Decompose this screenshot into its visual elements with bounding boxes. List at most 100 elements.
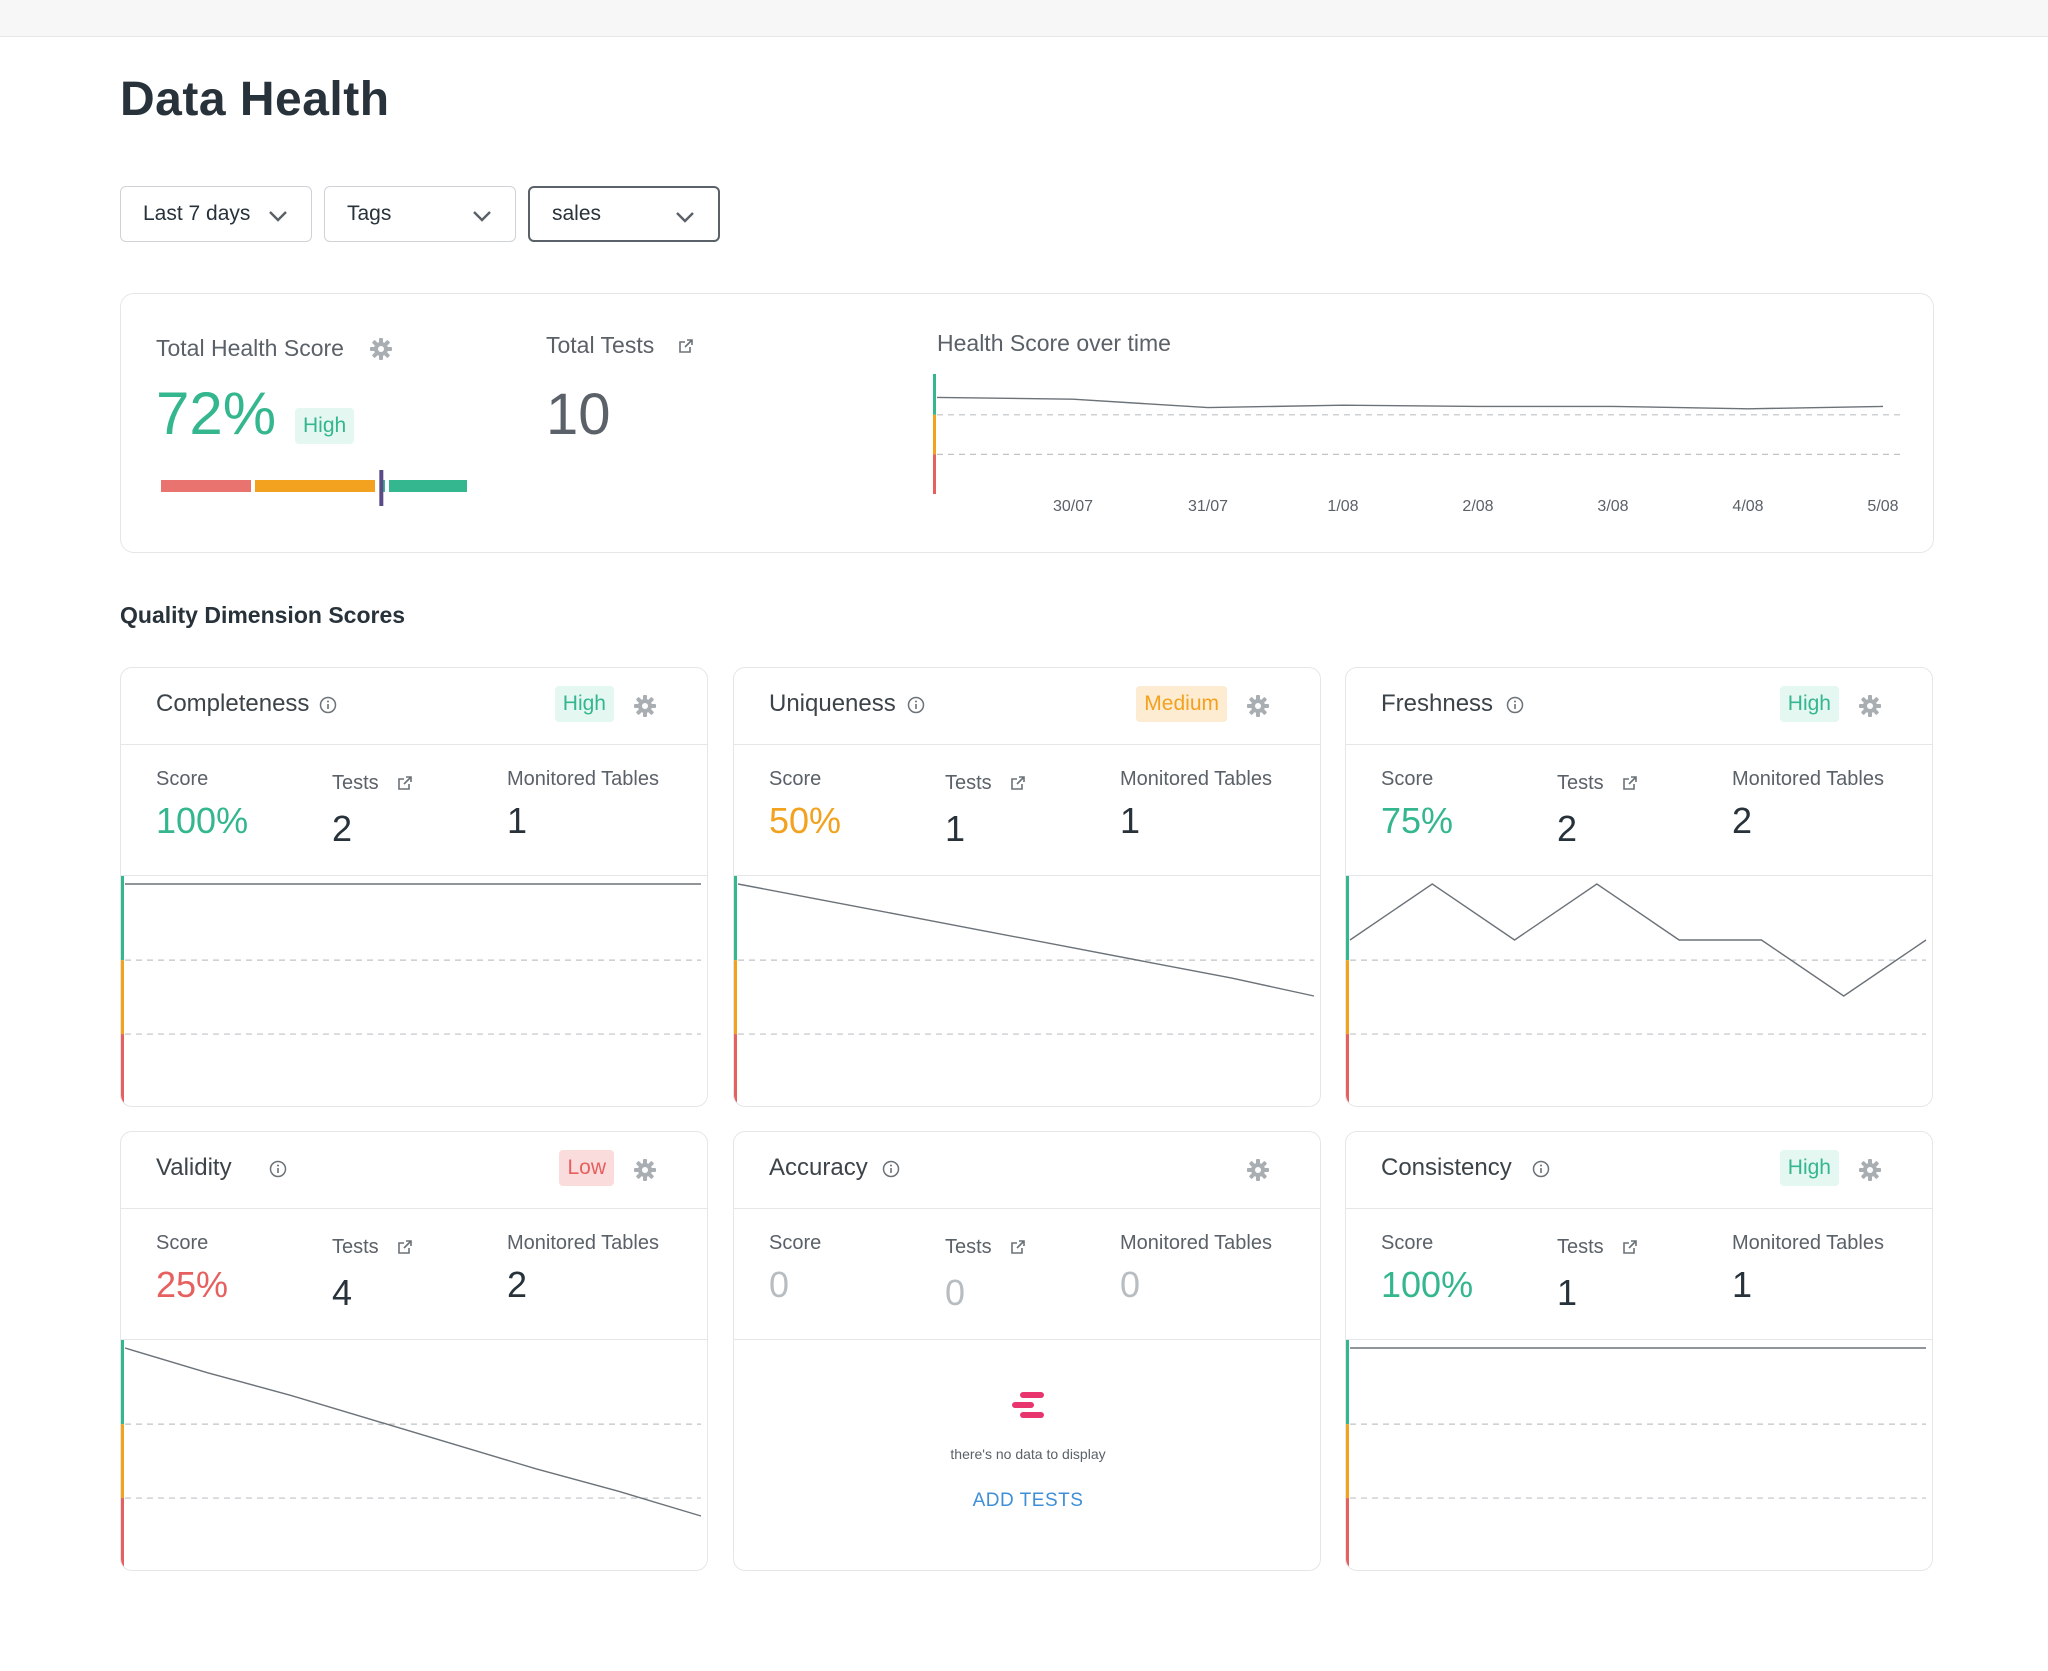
monitored-tables-label: Monitored Tables xyxy=(507,1232,659,1254)
dimension-level-badge: High xyxy=(1779,686,1839,722)
summary-card: Total Health Score 72% High Total Tests … xyxy=(120,293,1934,553)
x-tick-label: 3/08 xyxy=(1597,498,1628,514)
score-value: 75% xyxy=(1381,800,1454,841)
monitored-tables-label: Monitored Tables xyxy=(1120,1232,1272,1254)
gear-icon[interactable] xyxy=(1858,1158,1882,1182)
monitored-tables-label: Monitored Tables xyxy=(507,768,659,790)
info-icon[interactable] xyxy=(269,1160,287,1178)
score-value: 100% xyxy=(156,800,249,841)
axis-segment-high xyxy=(121,1340,124,1425)
dimension-card-uniqueness: Uniqueness Medium Score 50% Tests xyxy=(733,667,1321,1107)
axis-segment-low xyxy=(1346,1034,1349,1106)
monitored-tables-label: Monitored Tables xyxy=(1732,768,1884,790)
gear-icon[interactable] xyxy=(1246,694,1270,718)
tests-value: 0 xyxy=(945,1272,966,1313)
no-data-state: there's no data to display ADD TESTS xyxy=(734,1340,1320,1570)
tests-value: 2 xyxy=(1557,808,1578,849)
top-bar xyxy=(0,0,2048,37)
health-level-badge: High xyxy=(295,408,355,444)
x-tick-label: 5/08 xyxy=(1867,498,1898,514)
dimension-card-header: Uniqueness Medium xyxy=(734,668,1320,745)
dimension-stats: Score 0 Tests 0 Monitored Tables 0 xyxy=(734,1209,1320,1340)
period-dropdown-value: Last 7 days xyxy=(143,202,251,225)
dimension-trend-chart xyxy=(121,876,701,1106)
external-link-icon[interactable] xyxy=(396,1238,414,1256)
info-icon[interactable] xyxy=(319,696,337,714)
dimension-title: Accuracy xyxy=(769,1154,868,1181)
dimension-title: Validity xyxy=(156,1154,232,1181)
tests-label: Tests xyxy=(332,1236,379,1258)
axis-segment-medium xyxy=(1346,1424,1349,1499)
monitored-tables-value: 2 xyxy=(1732,800,1753,841)
period-dropdown[interactable]: Last 7 days xyxy=(120,186,312,242)
health-score-bar xyxy=(161,470,467,506)
chevron-down-icon xyxy=(269,211,287,222)
gear-icon[interactable] xyxy=(633,1158,657,1182)
dimension-trend-chart xyxy=(734,876,1315,1106)
gear-icon[interactable] xyxy=(369,337,393,361)
axis-segment-medium xyxy=(1346,960,1349,1035)
tests-label: Tests xyxy=(945,1236,992,1258)
chevron-down-icon xyxy=(473,211,491,222)
dimension-card-header: Accuracy xyxy=(734,1132,1320,1209)
dimension-stats: Score 75% Tests 2 Monitored Tables 2 xyxy=(1346,745,1932,876)
axis-segment-low xyxy=(933,454,936,494)
monitored-tables-label: Monitored Tables xyxy=(1732,1232,1884,1254)
x-tick-label: 4/08 xyxy=(1732,498,1763,514)
info-icon[interactable] xyxy=(882,1160,900,1178)
tags-dropdown-value: Tags xyxy=(347,202,392,225)
axis-segment-medium xyxy=(933,414,936,455)
dimension-title: Uniqueness xyxy=(769,690,896,717)
quality-dimension-title: Quality Dimension Scores xyxy=(120,602,406,628)
external-link-icon[interactable] xyxy=(1621,774,1639,792)
external-link-icon[interactable] xyxy=(1009,774,1027,792)
external-link-icon[interactable] xyxy=(1009,1238,1027,1256)
gear-icon[interactable] xyxy=(1246,1158,1270,1182)
dimension-trend-chart xyxy=(121,1340,702,1570)
score-label: Score xyxy=(1381,1232,1434,1254)
tags-dropdown[interactable]: Tags xyxy=(324,186,516,242)
x-tick-label: 31/07 xyxy=(1188,498,1228,514)
tests-label: Tests xyxy=(945,772,992,794)
axis-segment-high xyxy=(734,876,737,961)
dimension-title: Completeness xyxy=(156,690,310,717)
dimension-trend-chart xyxy=(1346,1340,1926,1570)
dimension-level-badge: High xyxy=(554,686,614,722)
external-link-icon[interactable] xyxy=(396,774,414,792)
score-label: Score xyxy=(156,768,209,790)
tests-value: 1 xyxy=(945,808,966,849)
external-link-icon[interactable] xyxy=(677,337,695,355)
page-title: Data Health xyxy=(120,73,390,126)
axis-segment-high xyxy=(1346,1340,1349,1425)
gear-icon[interactable] xyxy=(633,694,657,718)
dimension-trend-chart xyxy=(1346,876,1927,1106)
x-tick-label: 1/08 xyxy=(1327,498,1358,514)
score-label: Score xyxy=(769,1232,822,1254)
info-icon[interactable] xyxy=(1506,696,1524,714)
total-tests-label: Total Tests xyxy=(546,332,655,358)
tests-value: 2 xyxy=(332,808,353,849)
dimension-title: Freshness xyxy=(1381,690,1494,717)
total-health-score-value: 72% xyxy=(156,380,277,447)
health-score-marker xyxy=(379,470,384,506)
axis-segment-high xyxy=(121,876,124,961)
dimension-level-badge: High xyxy=(1779,1150,1839,1186)
info-icon[interactable] xyxy=(907,696,925,714)
dimension-stats: Score 25% Tests 4 Monitored Tables 2 xyxy=(121,1209,707,1340)
gear-icon[interactable] xyxy=(1858,694,1882,718)
score-value: 0 xyxy=(769,1264,790,1305)
empty-state-logo-icon xyxy=(1012,1392,1044,1418)
score-value: 100% xyxy=(1381,1264,1474,1305)
add-tests-button[interactable]: ADD TESTS xyxy=(972,1490,1084,1511)
info-icon[interactable] xyxy=(1532,1160,1550,1178)
external-link-icon[interactable] xyxy=(1621,1238,1639,1256)
dimension-level-badge: Medium xyxy=(1136,686,1227,722)
no-data-text: there's no data to display xyxy=(950,1446,1106,1462)
axis-segment-medium xyxy=(734,960,737,1035)
x-tick-label: 2/08 xyxy=(1462,498,1493,514)
score-label: Score xyxy=(156,1232,209,1254)
search-dropdown[interactable]: sales xyxy=(528,186,720,242)
dimension-card-header: Consistency High xyxy=(1346,1132,1932,1209)
axis-segment-low xyxy=(734,1034,737,1106)
axis-segment-low xyxy=(121,1034,124,1106)
